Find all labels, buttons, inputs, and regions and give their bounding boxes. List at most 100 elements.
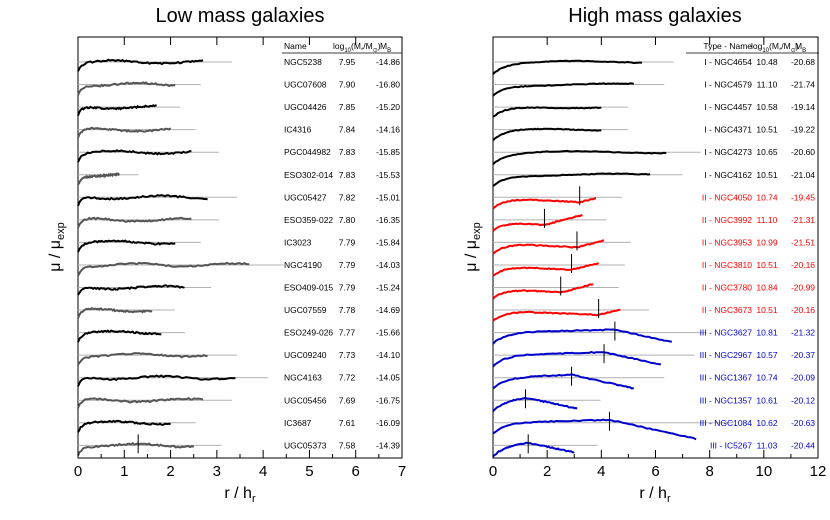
row-mass-iii-ngc2967: 10.57 bbox=[756, 350, 778, 360]
row-mb-ii-ngc3673: -20.16 bbox=[791, 305, 815, 315]
row-mass-i-ngc4162: 10.51 bbox=[756, 170, 778, 180]
x-tick-label: 2 bbox=[543, 463, 551, 480]
row-name-ii-ngc3673: II - NGC3673 bbox=[702, 305, 752, 315]
row-name-iii-ic5267: III - IC5267 bbox=[710, 440, 752, 450]
profile-curve-iii-ngc2967 bbox=[492, 350, 662, 368]
profile-curve-i-ngc4162 bbox=[492, 172, 651, 187]
row-mb-ii-ngc3953: -21.51 bbox=[791, 237, 815, 247]
row-name-ic4316: IC4316 bbox=[284, 125, 312, 135]
row-name-pgc044982: PGC044982 bbox=[284, 147, 331, 157]
profile-curve-ii-ngc3780 bbox=[492, 283, 594, 300]
row-mass-i-ngc4371: 10.51 bbox=[756, 125, 778, 135]
row-name-i-ngc4579: I - NGC4579 bbox=[704, 80, 752, 90]
profile-curve-ngc4190 bbox=[77, 261, 250, 277]
row-mb-iii-ngc1357: -20.12 bbox=[791, 395, 815, 405]
table-header-mb: MB bbox=[795, 41, 806, 54]
row-mb-ugc05373: -14.39 bbox=[376, 440, 400, 450]
x-tick-label: 1 bbox=[120, 463, 128, 480]
row-mass-ii-ngc3810: 10.51 bbox=[756, 260, 778, 270]
row-mb-i-ngc4162: -21.04 bbox=[791, 170, 815, 180]
profile-curve-eso249-026 bbox=[77, 329, 162, 343]
row-mb-ii-ngc3780: -20.99 bbox=[791, 283, 815, 293]
row-name-eso409-015: ESO409-015 bbox=[284, 283, 333, 293]
row-name-i-ngc4457: I - NGC4457 bbox=[704, 102, 752, 112]
row-mb-ugc07608: -16.80 bbox=[376, 80, 400, 90]
x-tick-label: 4 bbox=[597, 463, 605, 480]
row-mass-iii-ic5267: 11.03 bbox=[757, 440, 778, 450]
table-header-mass: log10(M*/M⊙) bbox=[751, 41, 799, 54]
profile-curve-eso359-022 bbox=[77, 216, 192, 229]
high-mass-y-label: μ / μexp bbox=[463, 222, 483, 272]
profile-curve-ugc09240 bbox=[77, 352, 208, 366]
row-mass-iii-ngc3627: 10.81 bbox=[756, 328, 778, 338]
high-mass-x-axis: 0 2 4 6 8 10 12 bbox=[489, 37, 827, 480]
row-name-ii-ngc4050: II - NGC4050 bbox=[702, 192, 752, 202]
row-name-ic3687: IC3687 bbox=[284, 418, 312, 428]
table-header-name: Name bbox=[284, 41, 307, 51]
row-mb-iii-ic5267: -20.44 bbox=[791, 440, 815, 450]
row-mb-i-ngc4579: -21.74 bbox=[791, 80, 815, 90]
profile-curve-ngc4163 bbox=[77, 374, 236, 387]
profile-curve-ugc04426 bbox=[77, 104, 157, 116]
profile-curve-iii-ngc1357 bbox=[492, 396, 578, 413]
row-name-ii-ngc3953: II - NGC3953 bbox=[702, 237, 752, 247]
profile-curve-i-ngc4371 bbox=[492, 127, 602, 142]
row-mass-eso302-014: 7.83 bbox=[339, 170, 356, 180]
profile-curve-pgc044982 bbox=[77, 149, 192, 163]
row-mb-ii-ngc4050: -19.45 bbox=[791, 192, 815, 202]
row-name-eso302-014: ESO302-014 bbox=[284, 170, 333, 180]
row-mb-iii-ngc3627: -21.32 bbox=[791, 328, 815, 338]
profile-curve-ic3687 bbox=[77, 419, 172, 433]
row-mass-pgc044982: 7.83 bbox=[339, 147, 356, 157]
profile-curve-ic4316 bbox=[77, 126, 172, 139]
row-mb-ii-ngc3810: -20.16 bbox=[791, 260, 815, 270]
row-mass-ngc4163: 7.72 bbox=[339, 373, 356, 383]
high-mass-curves bbox=[492, 59, 735, 458]
row-mb-i-ngc4273: -20.60 bbox=[791, 147, 815, 157]
row-name-ngc5238: NGC5238 bbox=[284, 57, 322, 67]
row-mass-ic3023: 7.79 bbox=[339, 237, 356, 247]
row-mb-eso409-015: -15.24 bbox=[376, 283, 400, 293]
x-tick-label: 10 bbox=[755, 463, 772, 480]
row-mass-ugc04426: 7.85 bbox=[339, 102, 356, 112]
row-name-i-ngc4371: I - NGC4371 bbox=[704, 125, 752, 135]
row-name-ugc05373: UGC05373 bbox=[284, 440, 327, 450]
row-name-i-ngc4162: I - NGC4162 bbox=[704, 170, 752, 180]
x-tick-label: 3 bbox=[213, 463, 221, 480]
x-tick-label: 12 bbox=[810, 463, 827, 480]
row-mb-eso249-026: -15.66 bbox=[376, 328, 400, 338]
row-mb-iii-ngc2967: -20.37 bbox=[791, 350, 815, 360]
high-mass-table: Type - Name log10(M*/M⊙)MB I - NGC4654 10.4… bbox=[686, 41, 819, 450]
row-mass-ic4316: 7.84 bbox=[339, 125, 356, 135]
row-mass-iii-ngc1084: 10.62 bbox=[756, 418, 778, 428]
profile-curve-iii-ngc1084 bbox=[492, 418, 697, 441]
row-mass-ugc09240: 7.73 bbox=[339, 350, 356, 360]
profile-curve-ii-ngc3810 bbox=[492, 262, 600, 277]
x-tick-label: 7 bbox=[398, 463, 406, 480]
profile-curve-ic3023 bbox=[77, 239, 176, 253]
row-name-ugc09240: UGC09240 bbox=[284, 350, 327, 360]
row-mass-ugc05427: 7.82 bbox=[339, 192, 356, 202]
row-mb-pgc044982: -15.85 bbox=[376, 147, 400, 157]
row-mass-iii-ngc1357: 10.61 bbox=[756, 395, 778, 405]
row-mb-ic3023: -15.84 bbox=[376, 237, 400, 247]
row-name-eso249-026: ESO249-026 bbox=[284, 328, 333, 338]
row-mass-i-ngc4457: 10.58 bbox=[756, 102, 778, 112]
row-mb-eso302-014: -15.53 bbox=[376, 170, 400, 180]
profile-curve-iii-ic5267 bbox=[492, 441, 575, 458]
x-tick-label: 6 bbox=[352, 463, 360, 480]
row-mb-ic3687: -16.09 bbox=[376, 418, 400, 428]
row-mass-ic3687: 7.61 bbox=[339, 418, 356, 428]
x-tick-label: 8 bbox=[705, 463, 713, 480]
table-header-mass: log10(M*/M⊙) bbox=[333, 41, 381, 54]
row-name-i-ngc4654: I - NGC4654 bbox=[704, 57, 752, 67]
row-mb-i-ngc4371: -19.22 bbox=[791, 125, 815, 135]
x-tick-label: 4 bbox=[259, 463, 267, 480]
row-mb-ugc05427: -15.01 bbox=[376, 192, 400, 202]
profile-curve-ii-ngc3992 bbox=[492, 214, 583, 232]
high-mass-title: High mass galaxies bbox=[568, 5, 741, 27]
low-mass-y-label: μ / μexp bbox=[47, 222, 67, 272]
profile-curve-iii-ngc1367 bbox=[492, 373, 634, 390]
profile-curve-iii-ngc3627 bbox=[492, 328, 672, 345]
